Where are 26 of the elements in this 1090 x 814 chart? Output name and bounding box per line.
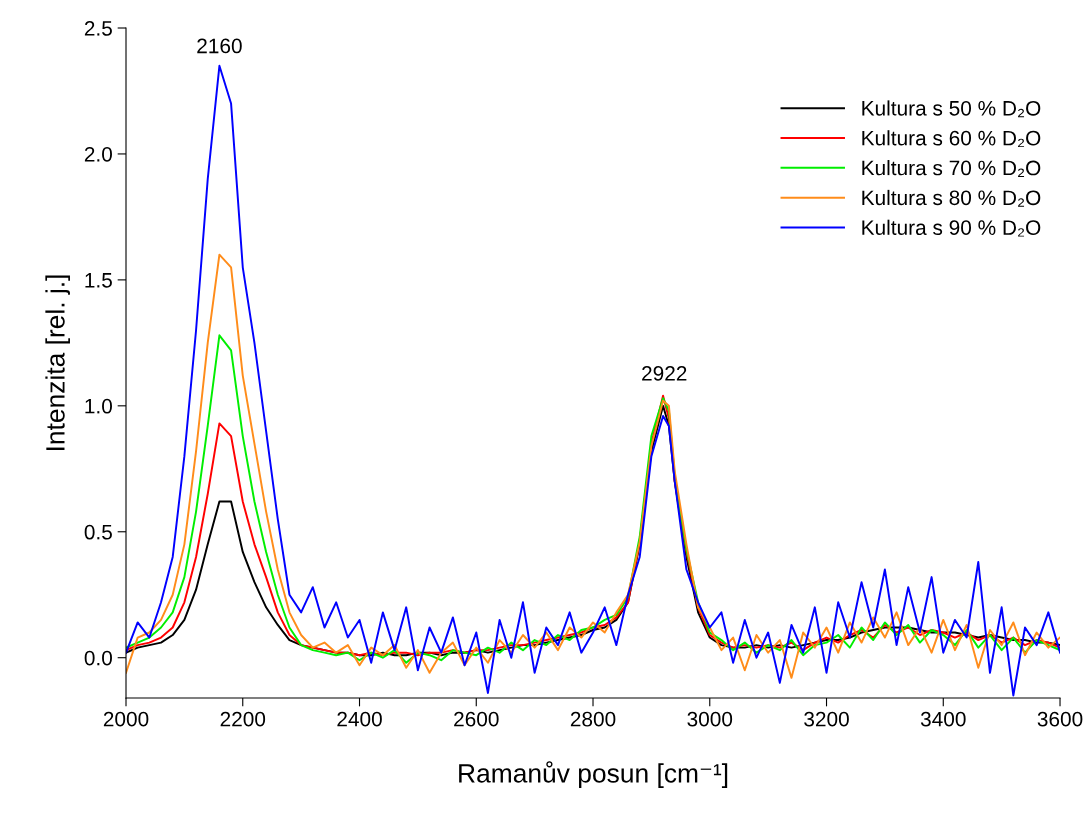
x-tick-label: 2200 [220,711,266,727]
y-tick-label: 2.0 [84,146,112,162]
x-tick-label: 2400 [337,711,382,727]
legend-label: Kultura s 90 % D₂O [862,219,1041,237]
y-tick-label: 1.5 [85,273,112,288]
legend-label: Kultura s 80 % D₂O [862,189,1041,207]
x-tick-label: 2000 [103,711,149,727]
line-series [126,334,1061,664]
x-tick-label: 2800 [570,711,616,727]
annotation: 2922 [642,366,687,381]
y-tick-label: 0.5 [84,524,112,540]
x-axis-title: Ramanův posun [cm⁻¹] [459,761,728,788]
annotation: 2160 [197,38,242,54]
x-tick-label: 3400 [920,711,966,727]
y-tick-label: 2.5 [84,21,112,36]
x-tick-label: 3600 [1037,711,1083,727]
legend-label: Kultura s 50 % D₂O [862,100,1041,118]
legend-label: Kultura s 70 % D₂O [862,160,1041,177]
legend-label: Kultura s 60 % D₂O [862,130,1041,148]
x-tick-label: 2600 [454,711,499,727]
y-tick-label: 0.0 [84,650,112,666]
y-tick-label: 1.0 [85,398,112,414]
line-series [126,253,1061,679]
y-axis-title: Intenzita [rel. j.] [45,275,70,451]
x-tick-label: 3200 [804,711,849,727]
x-tick-label: 3000 [687,711,733,727]
